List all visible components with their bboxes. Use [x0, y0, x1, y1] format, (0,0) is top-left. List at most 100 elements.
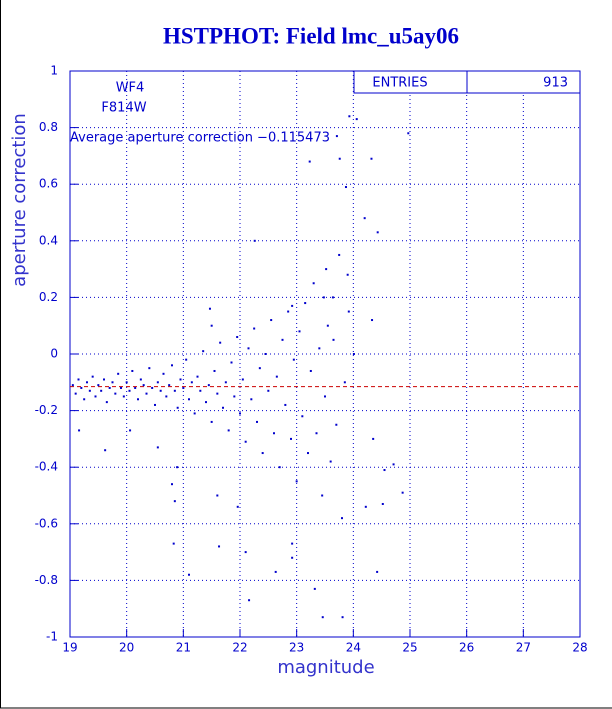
point: [190, 381, 193, 384]
point: [128, 389, 131, 392]
point: [346, 273, 349, 276]
point: [313, 587, 316, 590]
point: [253, 239, 256, 242]
point: [321, 494, 324, 497]
x-tick-label: 21: [176, 641, 191, 655]
point: [307, 452, 309, 455]
point: [324, 395, 326, 398]
point: [341, 517, 343, 520]
point: [407, 132, 410, 135]
point: [117, 372, 120, 375]
y-tick-label: 1: [50, 64, 58, 78]
point: [239, 412, 241, 415]
point: [363, 217, 366, 220]
point: [287, 310, 290, 313]
point: [322, 296, 325, 299]
point: [343, 381, 346, 384]
chart-title: HSTPHOT: Field lmc_u5ay06: [163, 23, 459, 48]
point: [71, 384, 74, 387]
point: [216, 494, 219, 497]
x-axis-label: magnitude: [277, 657, 374, 678]
point: [278, 466, 281, 469]
point: [185, 358, 188, 361]
point: [224, 381, 227, 384]
point: [216, 392, 219, 395]
point: [103, 378, 105, 381]
point: [275, 375, 278, 378]
point: [122, 395, 125, 398]
point: [188, 573, 190, 576]
point: [329, 460, 332, 463]
point: [173, 500, 176, 503]
point: [137, 398, 139, 401]
annotation: Average aperture correction −0.115473: [70, 131, 330, 146]
point: [205, 401, 207, 404]
point: [162, 372, 165, 375]
stats-value: 913: [543, 76, 568, 91]
point: [281, 338, 284, 341]
point: [151, 386, 154, 389]
point: [199, 389, 202, 392]
point: [338, 253, 341, 256]
point: [176, 406, 179, 409]
point: [91, 375, 94, 378]
point: [376, 231, 379, 234]
x-tick-label: 27: [516, 641, 531, 655]
point: [376, 570, 379, 573]
x-tick-label: 28: [572, 641, 587, 655]
y-tick-label: 0.2: [39, 290, 58, 304]
point: [173, 389, 176, 392]
point: [182, 386, 185, 389]
point: [318, 347, 321, 350]
point: [312, 282, 315, 285]
x-tick-label: 26: [459, 641, 474, 655]
x-tick-label: 20: [119, 641, 134, 655]
point: [264, 353, 267, 355]
point: [218, 545, 221, 548]
point: [267, 389, 270, 392]
point: [142, 384, 145, 387]
point: [202, 350, 205, 353]
point: [381, 502, 384, 505]
point: [148, 367, 151, 370]
point: [355, 118, 358, 121]
y-tick-label: 0: [50, 347, 58, 361]
point: [131, 369, 134, 372]
x-tick-label: 23: [289, 641, 304, 655]
point: [335, 423, 338, 426]
point: [210, 420, 213, 423]
point: [97, 384, 100, 387]
y-tick-label: 0.6: [39, 177, 58, 191]
point: [341, 616, 344, 619]
y-tick-label: 0.8: [39, 120, 58, 134]
point: [295, 480, 298, 483]
point: [274, 570, 277, 573]
point: [139, 378, 142, 381]
point: [111, 381, 114, 384]
point: [292, 358, 295, 361]
point: [156, 381, 159, 384]
point: [207, 384, 210, 387]
y-tick-label: -1: [46, 630, 58, 644]
point: [401, 491, 404, 494]
point: [159, 389, 162, 392]
point: [196, 375, 199, 378]
point: [309, 369, 312, 372]
point: [104, 449, 107, 452]
point: [230, 361, 233, 364]
point: [83, 398, 86, 401]
x-tick-label: 19: [62, 641, 77, 655]
point: [236, 336, 239, 339]
point: [88, 389, 91, 392]
point: [125, 381, 128, 384]
point: [247, 347, 250, 350]
point: [134, 386, 137, 389]
y-tick-label: -0.4: [35, 460, 58, 474]
point: [213, 369, 216, 372]
point: [301, 415, 304, 418]
point: [326, 324, 329, 327]
point: [120, 386, 122, 389]
point: [114, 392, 117, 395]
point: [344, 186, 347, 189]
point: [171, 364, 173, 367]
